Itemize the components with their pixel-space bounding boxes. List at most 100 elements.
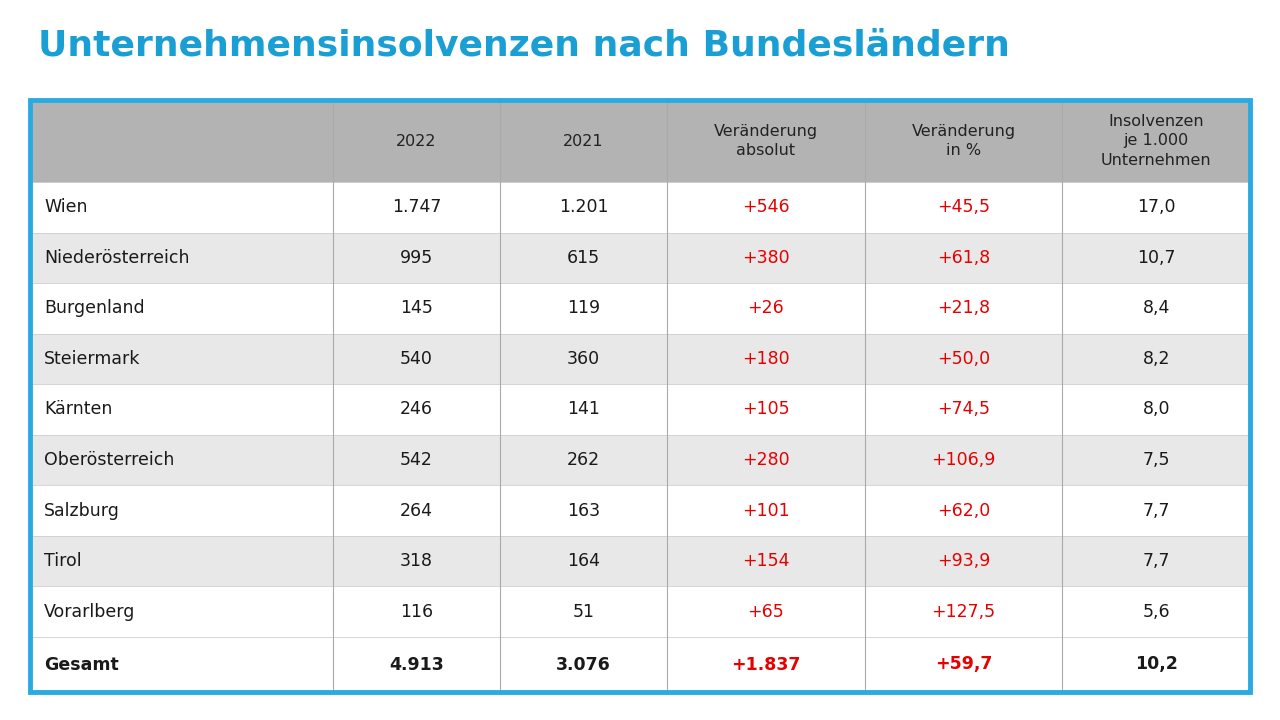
Bar — [667, 587, 865, 637]
Bar — [29, 100, 1251, 692]
Bar — [1062, 182, 1251, 233]
Bar — [667, 283, 865, 333]
Text: Insolvenzen
je 1.000
Unternehmen: Insolvenzen je 1.000 Unternehmen — [1101, 114, 1212, 168]
Bar — [500, 435, 667, 485]
Text: +127,5: +127,5 — [932, 603, 996, 621]
Bar — [500, 283, 667, 333]
Text: 615: 615 — [567, 249, 600, 267]
Bar — [333, 587, 500, 637]
Text: 145: 145 — [399, 300, 433, 318]
Bar — [865, 100, 1062, 182]
Bar — [29, 637, 333, 692]
Bar — [865, 435, 1062, 485]
Bar — [333, 384, 500, 435]
Bar — [1062, 485, 1251, 536]
Bar — [29, 485, 333, 536]
Text: Salzburg: Salzburg — [44, 502, 120, 520]
Bar — [29, 536, 333, 587]
Text: Gesamt: Gesamt — [44, 655, 119, 673]
Text: 17,0: 17,0 — [1137, 198, 1175, 216]
Text: Unternehmensinsolvenzen nach Bundesländern: Unternehmensinsolvenzen nach Bundeslände… — [38, 28, 1010, 62]
Text: +101: +101 — [742, 502, 790, 520]
Text: Veränderung
in %: Veränderung in % — [911, 124, 1016, 158]
Bar — [865, 587, 1062, 637]
Text: 995: 995 — [399, 249, 433, 267]
Bar — [865, 333, 1062, 384]
Bar — [667, 333, 865, 384]
Bar — [500, 536, 667, 587]
Text: 246: 246 — [399, 400, 433, 418]
Text: 7,5: 7,5 — [1143, 451, 1170, 469]
Text: +50,0: +50,0 — [937, 350, 991, 368]
Bar — [865, 536, 1062, 587]
Bar — [667, 233, 865, 283]
Text: +59,7: +59,7 — [934, 655, 992, 673]
Bar — [667, 485, 865, 536]
Text: 8,0: 8,0 — [1143, 400, 1170, 418]
Text: +61,8: +61,8 — [937, 249, 991, 267]
Bar — [29, 435, 333, 485]
Text: 4.913: 4.913 — [389, 655, 444, 673]
Bar — [500, 485, 667, 536]
Bar — [500, 333, 667, 384]
Bar — [29, 587, 333, 637]
Text: +280: +280 — [742, 451, 790, 469]
Text: +65: +65 — [748, 603, 785, 621]
Text: 1.747: 1.747 — [392, 198, 442, 216]
Bar — [29, 233, 333, 283]
Text: 2022: 2022 — [396, 133, 436, 148]
Bar — [29, 283, 333, 333]
Text: Wien: Wien — [44, 198, 87, 216]
Bar — [1062, 233, 1251, 283]
Bar — [29, 384, 333, 435]
Bar — [865, 182, 1062, 233]
Bar — [1062, 100, 1251, 182]
Text: Burgenland: Burgenland — [44, 300, 145, 318]
Bar — [500, 384, 667, 435]
Bar — [333, 283, 500, 333]
Text: +105: +105 — [742, 400, 790, 418]
Bar — [1062, 333, 1251, 384]
Text: 7,7: 7,7 — [1143, 502, 1170, 520]
Text: +106,9: +106,9 — [932, 451, 996, 469]
Bar — [333, 333, 500, 384]
Text: 2021: 2021 — [563, 133, 604, 148]
Text: 5,6: 5,6 — [1143, 603, 1170, 621]
Bar — [333, 485, 500, 536]
Text: Kärnten: Kärnten — [44, 400, 113, 418]
Text: 542: 542 — [399, 451, 433, 469]
Text: +154: +154 — [742, 552, 790, 570]
Text: Niederösterreich: Niederösterreich — [44, 249, 189, 267]
Bar — [1062, 283, 1251, 333]
Bar — [667, 637, 865, 692]
Bar — [1062, 637, 1251, 692]
Text: Steiermark: Steiermark — [44, 350, 141, 368]
Bar — [333, 233, 500, 283]
Bar — [333, 100, 500, 182]
Bar — [865, 485, 1062, 536]
Bar — [500, 637, 667, 692]
Bar — [667, 384, 865, 435]
Bar — [333, 536, 500, 587]
Bar — [333, 182, 500, 233]
Bar — [667, 182, 865, 233]
Bar — [1062, 587, 1251, 637]
Text: Oberösterreich: Oberösterreich — [44, 451, 174, 469]
Text: 264: 264 — [399, 502, 433, 520]
Text: 1.201: 1.201 — [559, 198, 608, 216]
Text: Tirol: Tirol — [44, 552, 82, 570]
Bar — [500, 233, 667, 283]
Text: 262: 262 — [567, 451, 600, 469]
Text: +546: +546 — [742, 198, 790, 216]
Bar — [667, 100, 865, 182]
Text: 318: 318 — [399, 552, 433, 570]
Text: 10,7: 10,7 — [1137, 249, 1175, 267]
Text: +45,5: +45,5 — [937, 198, 991, 216]
Bar — [865, 233, 1062, 283]
Bar — [1062, 435, 1251, 485]
Bar — [333, 435, 500, 485]
Bar — [667, 536, 865, 587]
Text: 163: 163 — [567, 502, 600, 520]
Text: +180: +180 — [742, 350, 790, 368]
Bar — [500, 182, 667, 233]
